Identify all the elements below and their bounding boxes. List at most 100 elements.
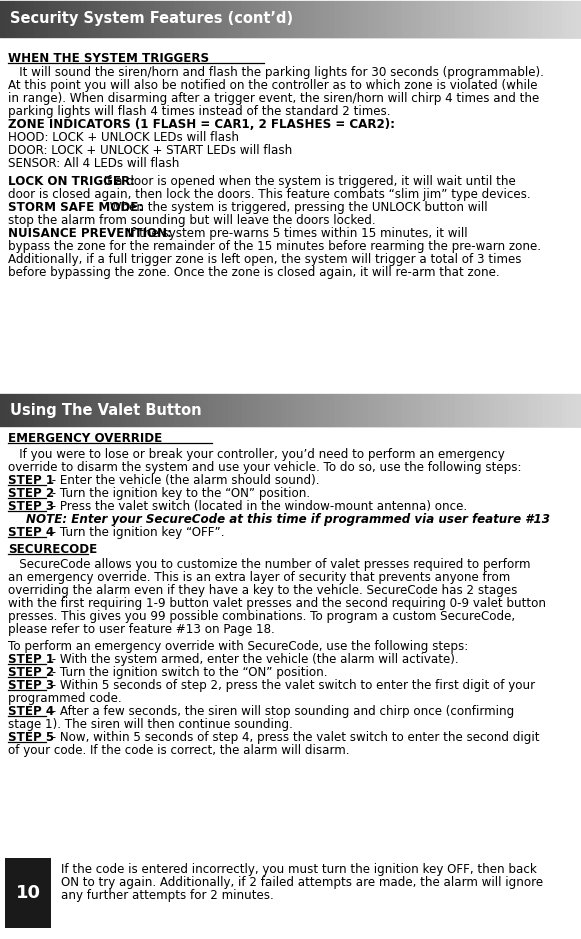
Bar [15,0,19,38]
Bar [440,393,446,427]
Bar [368,0,373,38]
Text: - Enter the vehicle (the alarm should sound).: - Enter the vehicle (the alarm should so… [48,474,320,487]
Bar [121,0,126,38]
Bar [218,393,223,427]
Bar [97,393,102,427]
Text: of your code. If the code is correct, the alarm will disarm.: of your code. If the code is correct, th… [8,744,350,757]
Bar [295,0,300,38]
Bar [15,393,19,427]
Bar [324,0,329,38]
Bar [388,0,392,38]
Text: NUISANCE PREVENTION:: NUISANCE PREVENTION: [8,227,172,240]
Text: override to disarm the system and use your vehicle. To do so, use the following : override to disarm the system and use yo… [8,461,522,474]
Bar [324,393,329,427]
Text: STEP 3: STEP 3 [8,679,54,692]
Text: SECURECODE: SECURECODE [8,543,97,556]
Bar [261,393,266,427]
Bar [63,393,68,427]
Text: STEP 2: STEP 2 [8,666,54,679]
Text: It will sound the siren/horn and flash the parking lights for 30 seconds (progra: It will sound the siren/horn and flash t… [8,66,544,79]
Bar [411,393,417,427]
Bar [557,0,562,38]
Bar [112,0,116,38]
Bar [106,0,112,38]
Bar [112,393,116,427]
Bar [247,0,252,38]
Text: STEP 1: STEP 1 [8,474,54,487]
Bar [174,393,179,427]
Bar [407,0,411,38]
Bar [58,393,63,427]
Text: Additionally, if a full trigger zone is left open, the system will trigger a tot: Additionally, if a full trigger zone is … [8,253,522,266]
Bar [247,393,252,427]
Text: door is closed again, then lock the doors. This feature combats “slim jim” type : door is closed again, then lock the door… [8,188,530,201]
Bar [392,0,397,38]
Bar [397,393,402,427]
Bar [5,393,10,427]
Text: programmed code.: programmed code. [8,692,121,705]
Bar [44,393,48,427]
Bar [479,0,484,38]
Bar [237,393,242,427]
Text: bypass the zone for the remainder of the 15 minutes before rearming the pre-warn: bypass the zone for the remainder of the… [8,240,541,253]
Bar [223,393,228,427]
Bar [533,393,537,427]
Text: stop the alarm from sounding but will leave the doors locked.: stop the alarm from sounding but will le… [8,214,376,227]
Bar [523,0,528,38]
Bar [92,393,97,427]
Bar [19,0,24,38]
Bar [518,393,523,427]
Bar [479,393,484,427]
Bar [295,393,300,427]
Text: in range). When disarming after a trigger event, the siren/horn will chirp 4 tim: in range). When disarming after a trigge… [8,92,539,105]
Bar [300,393,305,427]
Bar [310,0,315,38]
Bar [290,393,295,427]
Bar [24,393,29,427]
Bar [339,393,344,427]
Bar [276,0,281,38]
Bar [349,0,353,38]
Text: ZONE INDICATORS (1 FLASH = CAR1, 2 FLASHES = CAR2):: ZONE INDICATORS (1 FLASH = CAR1, 2 FLASH… [8,118,395,131]
Bar [363,393,368,427]
Bar [426,393,431,427]
Text: any further attempts for 2 minutes.: any further attempts for 2 minutes. [61,889,274,902]
Bar [315,0,320,38]
Bar [344,0,349,38]
Text: - Now, within 5 seconds of step 4, press the valet switch to enter the second di: - Now, within 5 seconds of step 4, press… [48,731,540,744]
Bar [150,0,155,38]
Text: - With the system armed, enter the vehicle (the alarm will activate).: - With the system armed, enter the vehic… [48,653,458,666]
Text: STEP 4: STEP 4 [8,526,54,539]
Bar [126,0,131,38]
Bar [29,0,34,38]
Bar [358,0,363,38]
Bar [184,393,189,427]
Bar [436,0,440,38]
Bar [77,393,83,427]
Bar [363,0,368,38]
Bar [329,393,334,427]
Bar [494,0,498,38]
Bar [286,393,290,427]
Bar [44,0,48,38]
Bar [547,393,552,427]
Bar [533,0,537,38]
Text: LOCK ON TRIGGER:: LOCK ON TRIGGER: [8,175,135,188]
Bar [460,0,465,38]
Bar [566,0,571,38]
Text: with the first requiring 1-9 button valet presses and the second requiring 0-9 v: with the first requiring 1-9 button vale… [8,597,546,610]
Bar [392,393,397,427]
Bar [116,393,121,427]
Bar [208,393,213,427]
Bar [10,393,15,427]
Bar [475,393,479,427]
Bar [320,0,324,38]
Bar [440,0,446,38]
Bar [261,0,266,38]
Bar [576,0,581,38]
Bar [339,0,344,38]
Bar [24,0,29,38]
Bar [160,0,164,38]
Text: an emergency override. This is an extra layer of security that prevents anyone f: an emergency override. This is an extra … [8,571,510,584]
Bar [566,393,571,427]
